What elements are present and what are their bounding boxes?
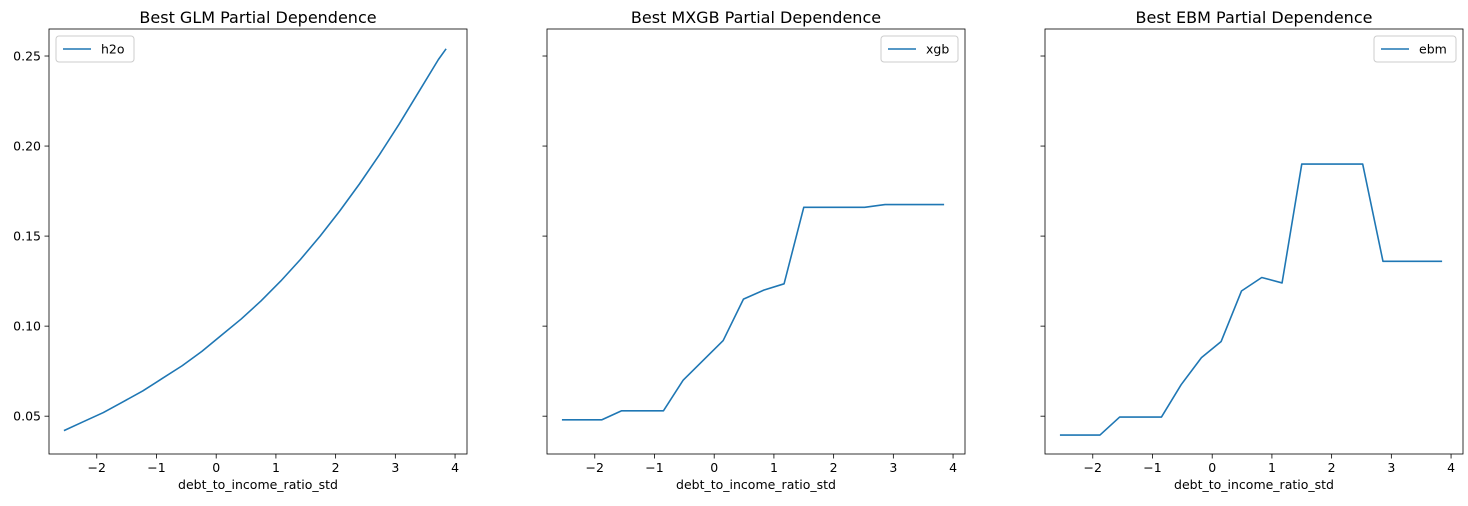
x-tick-label: 3 — [889, 460, 897, 475]
chart-panel-1: Best GLM Partial Dependence −2 −1 0 1 2 3 4 0.05… — [13, 8, 468, 492]
legend-box — [1373, 35, 1457, 63]
x-tick-label: 0 — [1208, 460, 1216, 475]
legend-box — [55, 35, 135, 63]
axes-frame — [48, 28, 468, 455]
x-tick-label: −1 — [147, 460, 165, 475]
series-line-xgb — [561, 203, 945, 421]
legend: ebm — [1373, 35, 1457, 63]
chart-panel-3: Best EBM Partial Dependence −2 −1 0 1 2 3 4 debt… — [1040, 8, 1464, 492]
legend-label: h2o — [101, 42, 125, 57]
x-tick-label: 4 — [1447, 460, 1455, 475]
y-tick-label: 0.20 — [13, 139, 41, 154]
x-tick-label: 2 — [1328, 460, 1336, 475]
x-tick-label: 1 — [770, 460, 778, 475]
x-tick-label: −1 — [645, 460, 663, 475]
x-tick-label: 3 — [391, 460, 399, 475]
x-tick-label: 1 — [1268, 460, 1276, 475]
x-tick-label: −2 — [88, 460, 106, 475]
x-axis-label: debt_to_income_ratio_std — [676, 477, 836, 492]
x-tick-label: −1 — [1143, 460, 1161, 475]
legend-label: xgb — [926, 42, 949, 57]
series-line-ebm — [1059, 163, 1443, 436]
chart-title: Best EBM Partial Dependence — [1136, 8, 1373, 27]
x-tick-label: 3 — [1387, 460, 1395, 475]
x-tick-label: 0 — [710, 460, 718, 475]
chart-panel-2: Best MXGB Partial Dependence −2 −1 0 1 2 3 4 deb… — [542, 8, 966, 492]
legend-box — [880, 35, 959, 63]
legend-label: ebm — [1419, 42, 1447, 57]
legend: h2o — [55, 35, 135, 63]
y-tick-label: 0.25 — [13, 49, 41, 64]
x-tick-label: −2 — [1084, 460, 1102, 475]
y-tick-label: 0.10 — [13, 319, 41, 334]
y-tick-label: 0.05 — [13, 409, 41, 424]
x-axis-label: debt_to_income_ratio_std — [1174, 477, 1334, 492]
x-axis-label: debt_to_income_ratio_std — [178, 477, 338, 492]
x-tick-label: 0 — [212, 460, 220, 475]
x-tick-label: 1 — [272, 460, 280, 475]
y-tick-label: 0.15 — [13, 229, 41, 244]
x-tick-label: 2 — [830, 460, 838, 475]
axes-frame — [1044, 28, 1464, 455]
x-tick-label: 2 — [332, 460, 340, 475]
legend: xgb — [880, 35, 959, 63]
x-tick-label: −2 — [586, 460, 604, 475]
x-tick-label: 4 — [949, 460, 957, 475]
axes-frame — [546, 28, 966, 455]
chart-title: Best GLM Partial Dependence — [139, 8, 376, 27]
chart-title: Best MXGB Partial Dependence — [631, 8, 881, 27]
series-line-h2o — [63, 48, 447, 432]
x-tick-label: 4 — [451, 460, 459, 475]
